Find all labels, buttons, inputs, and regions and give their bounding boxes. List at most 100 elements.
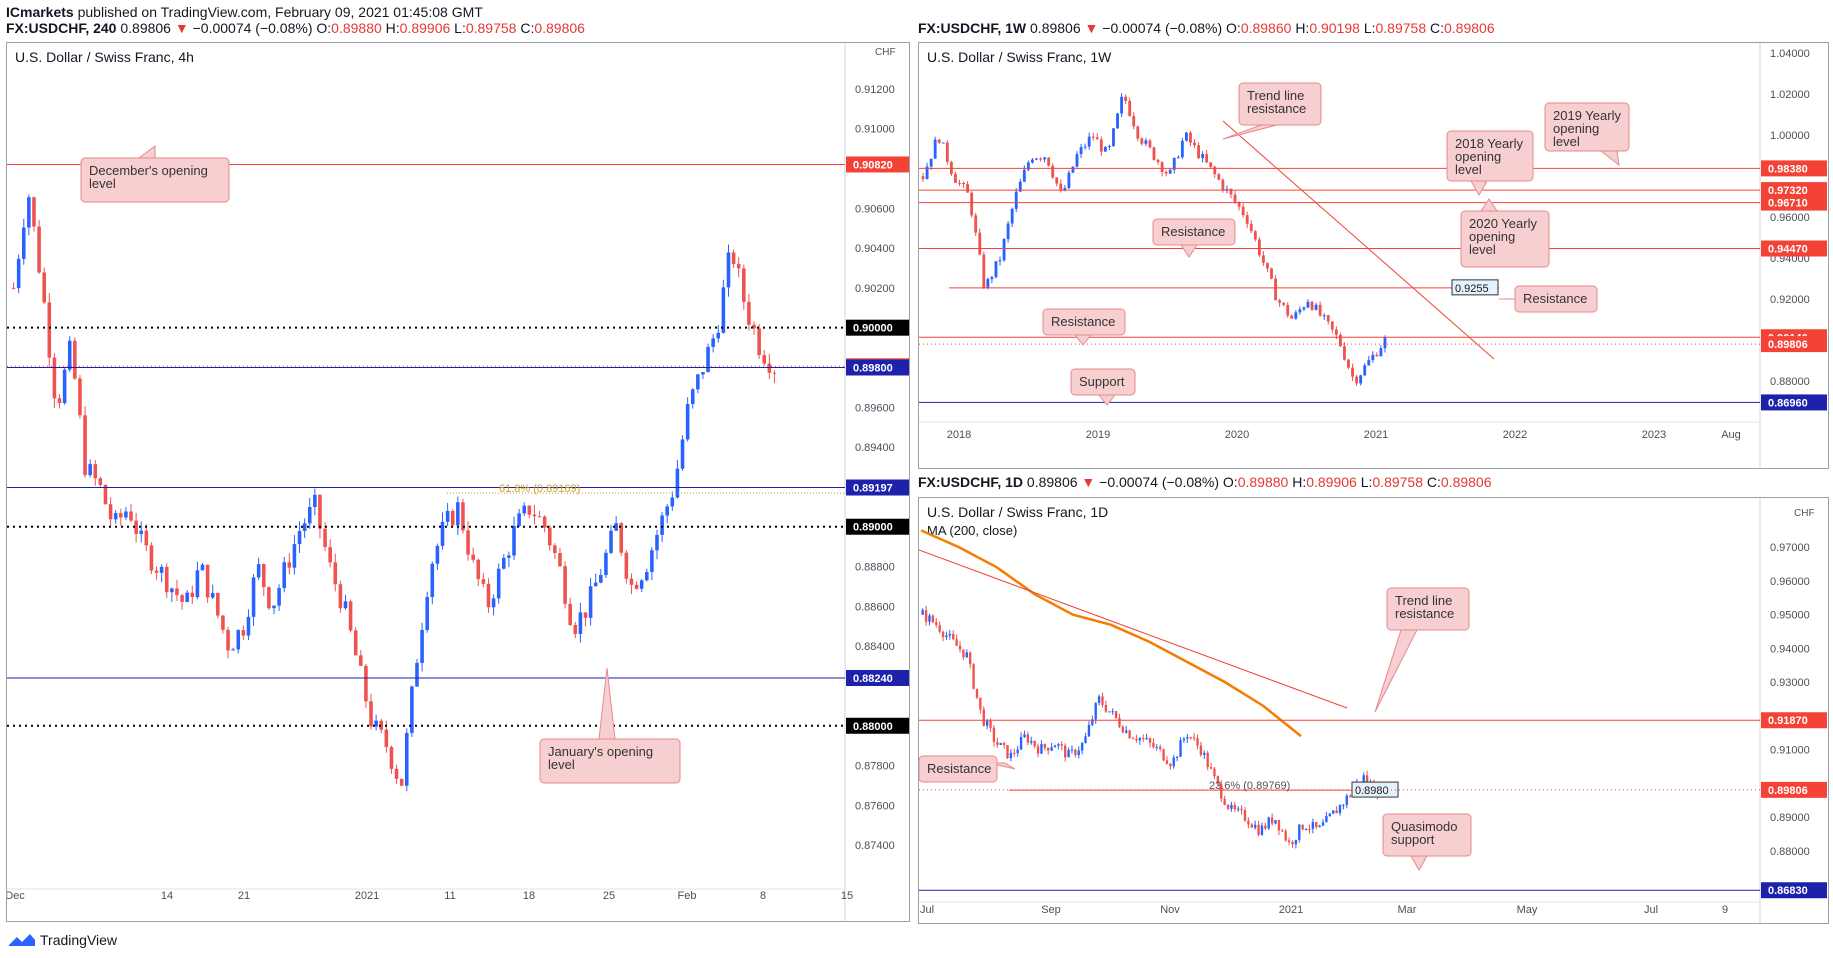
- chart-panel-4h[interactable]: U.S. Dollar / Swiss Franc, 4h CHF 0.9120…: [6, 42, 910, 922]
- callout-text: Resistance: [1523, 291, 1587, 306]
- candle-body: [1070, 749, 1074, 751]
- candle-body: [42, 272, 46, 303]
- candle-body: [1277, 819, 1281, 831]
- candle-body: [1334, 329, 1338, 335]
- candle-body: [175, 588, 179, 596]
- candle-body: [481, 579, 486, 584]
- candle-body: [47, 302, 52, 358]
- candle-body: [83, 415, 87, 476]
- y-tick-label: 0.88800: [855, 562, 895, 574]
- high-label: H:: [1292, 474, 1307, 490]
- candle-body: [302, 523, 307, 531]
- level-tag-label: 0.9255: [1455, 283, 1489, 295]
- candle-body: [542, 516, 547, 528]
- high-value: 0.90198: [1309, 20, 1360, 36]
- candle-body: [1291, 841, 1294, 845]
- y-tick-label: 0.88400: [855, 641, 895, 653]
- candle-body: [1253, 231, 1257, 240]
- close-label: C:: [1426, 474, 1441, 490]
- candle-body: [226, 629, 230, 651]
- candle-body: [931, 615, 935, 623]
- candle-body: [1247, 820, 1250, 825]
- candle-body: [261, 564, 266, 588]
- y-tick-label: 0.87800: [855, 761, 895, 773]
- x-tick-label: 25: [603, 890, 615, 902]
- tradingview-logo[interactable]: TradingView: [8, 932, 117, 948]
- open-value: 0.89880: [331, 20, 382, 36]
- callout-pointer: [1410, 855, 1428, 872]
- candle-body: [507, 555, 511, 558]
- chart-svg-4h: 0.91200 0.91000 0.90600 0.90400 0.90200 0.896…: [7, 43, 909, 921]
- candle-body: [1290, 315, 1294, 319]
- chart-panel-weekly[interactable]: U.S. Dollar / Swiss Franc, 1W 1.04000 1.0…: [918, 42, 1829, 469]
- x-tick-label: 18: [523, 890, 535, 902]
- candle-body: [1063, 745, 1067, 758]
- change-value: −0.00074 (−0.08%): [1099, 474, 1220, 490]
- candle-body: [935, 622, 938, 625]
- symbol-label: FX:USDCHF, 1D: [918, 474, 1024, 490]
- candle-body: [1175, 756, 1179, 758]
- y-tick-label: 0.97000: [1770, 542, 1810, 554]
- candle-body: [323, 528, 327, 548]
- candle-body: [185, 592, 189, 602]
- chart-panel-daily[interactable]: U.S. Dollar / Swiss Franc, 1D MA (200, c…: [918, 497, 1829, 924]
- candle-body: [124, 511, 128, 518]
- candle-body: [1249, 223, 1253, 232]
- high-value: 0.89906: [1306, 474, 1357, 490]
- callout-box: [1446, 130, 1534, 182]
- callout-box: [919, 755, 998, 783]
- publisher-line: ICmarkets published on TradingView.com, …: [6, 4, 483, 20]
- candle-body: [1103, 147, 1107, 152]
- price-tag-label: 0.91870: [1768, 715, 1808, 727]
- candle-body: [933, 139, 937, 159]
- candle-body: [1233, 804, 1237, 810]
- callout-pointer: [1480, 198, 1498, 212]
- x-tick-label: 15: [841, 890, 853, 902]
- x-tick-label: 21: [238, 890, 250, 902]
- high-label: H:: [1295, 20, 1310, 36]
- candle-body: [925, 166, 929, 180]
- candle-body: [1260, 825, 1264, 835]
- candle-body: [1302, 307, 1306, 310]
- candle-body: [359, 655, 363, 666]
- candle-body: [1301, 824, 1304, 830]
- price-tag-label: 0.90000: [853, 323, 893, 335]
- candle-body: [496, 568, 501, 599]
- candle-body: [1023, 734, 1026, 737]
- candle-body: [1140, 138, 1144, 144]
- candle-body: [67, 340, 72, 370]
- candle-body: [328, 547, 332, 563]
- x-tick-label: 11: [444, 890, 455, 902]
- candle-body: [1221, 179, 1225, 190]
- candle-body: [52, 357, 57, 399]
- candle-body: [1050, 747, 1053, 751]
- candle-body: [1205, 154, 1209, 163]
- candle-body: [267, 587, 271, 609]
- candle-body: [374, 720, 378, 727]
- candle-body: [1278, 300, 1282, 303]
- candle-body: [1304, 828, 1308, 830]
- low-label: L:: [454, 20, 466, 36]
- candle-body: [502, 557, 506, 569]
- candle-body: [989, 720, 992, 728]
- candle-body: [170, 588, 174, 593]
- candle-body: [1136, 126, 1140, 139]
- candle-body: [975, 688, 979, 698]
- candle-body: [364, 665, 368, 702]
- candle-body: [701, 372, 705, 375]
- candle-body: [1164, 172, 1168, 174]
- candle-body: [404, 732, 409, 786]
- x-tick-label: Aug: [1721, 429, 1741, 441]
- candle-body: [650, 550, 654, 572]
- candle-body: [573, 625, 578, 634]
- candle-body: [1112, 128, 1115, 146]
- y-tick-label: 0.95000: [1770, 610, 1810, 622]
- candle-body: [1196, 738, 1199, 746]
- candle-body: [1002, 743, 1006, 746]
- x-tick-label: 14: [161, 890, 173, 902]
- price-tag-box: [1761, 882, 1827, 899]
- last-price: 0.89806: [1026, 474, 1078, 490]
- callout-resistance-lower: Resistance: [1042, 308, 1126, 346]
- candle-body: [1310, 301, 1314, 310]
